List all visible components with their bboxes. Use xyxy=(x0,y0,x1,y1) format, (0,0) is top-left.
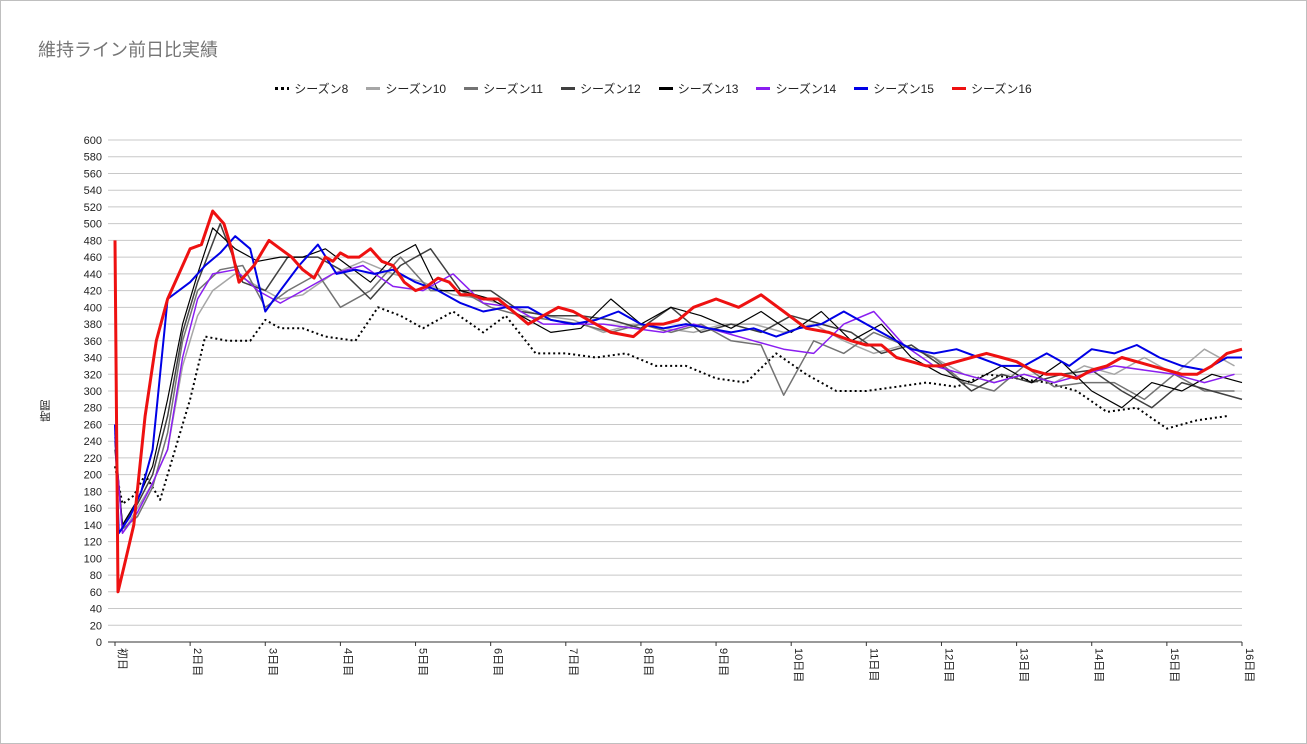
series-line-1 xyxy=(114,306,1228,505)
x-tick-label: 6日目 xyxy=(492,648,504,676)
series-line-5 xyxy=(114,227,1243,526)
y-tick-label: 120 xyxy=(84,537,102,549)
legend-item: シーズン16 xyxy=(951,80,1032,97)
y-tick-label: 440 xyxy=(84,269,102,281)
legend-swatch xyxy=(560,87,575,90)
x-tick-label: 12日目 xyxy=(942,648,954,682)
x-tick-label: 2日目 xyxy=(191,648,203,676)
legend-item: シーズン15 xyxy=(854,80,934,97)
legend-swatch xyxy=(951,87,966,90)
x-tick-label: 3日目 xyxy=(266,648,278,676)
legend-label: シーズン12 xyxy=(579,82,641,96)
y-tick-label: 360 xyxy=(84,336,102,348)
y-tick-label: 460 xyxy=(84,252,102,264)
y-tick-label: 320 xyxy=(84,369,102,381)
legend-item: シーズン8 xyxy=(275,80,348,97)
x-tick-label: 4日目 xyxy=(341,648,353,676)
y-tick-label: 540 xyxy=(84,185,102,197)
legend-swatch xyxy=(854,87,869,90)
x-tick-label: 9日目 xyxy=(717,648,729,676)
x-tick-label: 10日目 xyxy=(792,648,804,682)
legend-item: シーズン12 xyxy=(560,80,641,97)
y-tick-label: 100 xyxy=(84,553,102,565)
y-tick-label: 80 xyxy=(90,570,102,582)
series-line-6 xyxy=(114,264,1235,534)
x-tick-label: 8日目 xyxy=(642,648,654,676)
series-line-8 xyxy=(113,209,1243,594)
y-tick-label: 340 xyxy=(84,353,102,365)
y-tick-label: 420 xyxy=(84,286,102,298)
y-tick-label: 500 xyxy=(84,219,102,231)
y-tick-label: 300 xyxy=(84,386,102,398)
x-tick-label: 14日目 xyxy=(1093,648,1105,682)
x-tick-label: 15日目 xyxy=(1168,648,1180,682)
y-tick-label: 160 xyxy=(84,503,102,515)
legend-label: シーズン14 xyxy=(775,82,837,96)
y-tick-label: 180 xyxy=(84,486,102,498)
y-tick-label: 380 xyxy=(84,319,102,331)
x-tick-label: 13日目 xyxy=(1018,648,1030,682)
y-tick-label: 60 xyxy=(90,587,102,599)
chart-legend: シーズン8 シーズン10 シーズン11 シーズン12 シーズン13 シーズン14 シーズン1… xyxy=(0,80,1307,97)
legend-item: シーズン11 xyxy=(464,80,543,97)
chart-title: 維持ライン前日比実績 xyxy=(38,40,218,61)
y-tick-label: 580 xyxy=(84,152,102,164)
legend-swatch xyxy=(464,87,479,90)
y-tick-label: 20 xyxy=(90,620,102,632)
x-tick-label: 16日目 xyxy=(1243,648,1255,682)
legend-label: シーズン11 xyxy=(483,82,543,96)
legend-label: シーズン8 xyxy=(294,82,349,96)
legend-label: シーズン10 xyxy=(385,82,447,96)
legend-label: シーズン13 xyxy=(677,82,739,96)
y-tick-label: 220 xyxy=(84,453,102,465)
y-tick-label: 520 xyxy=(84,202,102,214)
y-tick-label: 0 xyxy=(96,637,102,649)
y-tick-label: 480 xyxy=(84,235,102,247)
legend-label: シーズン15 xyxy=(873,82,934,96)
legend-swatch xyxy=(275,87,290,90)
series-line-7 xyxy=(114,235,1242,535)
y-tick-label: 560 xyxy=(84,168,102,180)
y-tick-label: 260 xyxy=(84,419,102,431)
y-tick-label: 280 xyxy=(84,403,102,415)
y-tick-label: 40 xyxy=(90,604,102,616)
y-tick-label: 200 xyxy=(84,470,102,482)
y-tick-label: 400 xyxy=(84,302,102,314)
x-tick-label: 11日目 xyxy=(867,648,879,681)
legend-item: シーズン10 xyxy=(366,80,446,97)
legend-item: シーズン14 xyxy=(756,80,836,97)
legend-swatch xyxy=(366,87,381,90)
x-tick-label: 7日目 xyxy=(567,648,579,676)
legend-swatch xyxy=(756,87,771,90)
x-tick-label: 初日 xyxy=(116,648,130,670)
legend-label: シーズン16 xyxy=(970,82,1032,96)
legend-swatch xyxy=(658,87,673,90)
y-tick-label: 600 xyxy=(84,135,102,147)
x-tick-label: 5日目 xyxy=(417,648,429,676)
y-tick-label: 140 xyxy=(84,520,102,532)
legend-item: シーズン13 xyxy=(658,80,739,97)
y-tick-label: 240 xyxy=(84,436,102,448)
